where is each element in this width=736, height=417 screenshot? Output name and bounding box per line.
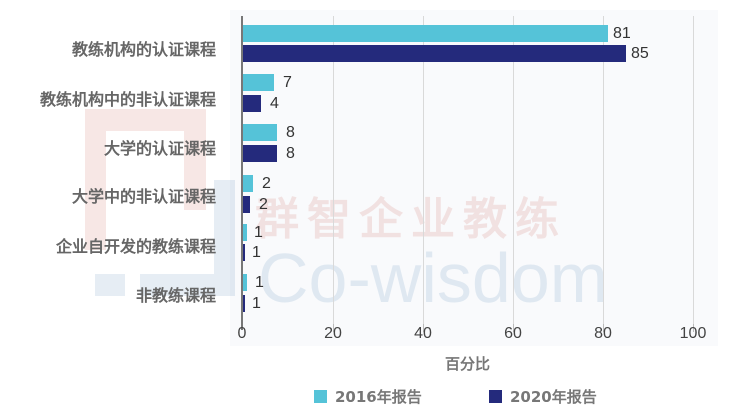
x-tick-label: 60	[504, 325, 522, 342]
x-tick-label: 40	[414, 325, 432, 342]
value-label: 81	[613, 25, 631, 42]
bar-2020	[243, 95, 261, 112]
legend-label-2020: 2020年报告	[510, 388, 597, 406]
value-label: 85	[631, 45, 649, 62]
x-tick	[423, 324, 424, 332]
bar-2016	[243, 25, 608, 42]
bar-2020	[243, 244, 245, 261]
category-label: 非教练课程	[135, 286, 216, 305]
legend-item-2020: 2020年报告	[489, 386, 597, 407]
category-label: 企业自开发的教练课程	[55, 237, 216, 256]
legend-item-2016: 2016年报告	[314, 386, 422, 407]
value-label: 4	[270, 95, 279, 112]
category-label: 大学中的非认证课程	[71, 187, 216, 206]
gridline	[693, 16, 694, 324]
x-tick	[693, 324, 694, 332]
gridline	[513, 16, 514, 324]
value-label: 8	[286, 124, 295, 141]
value-label: 1	[252, 295, 261, 312]
x-tick	[603, 324, 604, 332]
legend-swatch-2016	[314, 390, 327, 403]
category-label: 大学的认证课程	[103, 139, 216, 158]
legend-swatch-2020	[489, 390, 502, 403]
bar-2016	[243, 124, 277, 141]
x-tick-label: 20	[324, 325, 342, 342]
gridline	[603, 16, 604, 324]
value-label: 1	[254, 224, 263, 241]
x-tick	[333, 324, 334, 332]
bar-2020	[243, 295, 245, 312]
plot-area	[230, 10, 718, 346]
bar-2020	[243, 45, 626, 62]
x-axis-title: 百分比	[445, 355, 491, 373]
gridline	[423, 16, 424, 324]
category-label: 教练机构中的非认证课程	[39, 90, 216, 109]
legend-label-2016: 2016年报告	[335, 388, 422, 406]
value-label: 1	[255, 274, 264, 291]
bar-2016	[243, 274, 247, 291]
x-tick-label: 0	[237, 325, 247, 342]
bar-2016	[243, 175, 253, 192]
x-tick	[513, 324, 514, 332]
x-tick-label: 80	[594, 325, 612, 342]
value-label: 1	[252, 244, 261, 261]
value-label: 2	[259, 196, 268, 213]
gridline	[333, 16, 334, 324]
value-label: 8	[286, 145, 295, 162]
bar-2020	[243, 196, 250, 213]
x-tick-label: 100	[679, 325, 707, 342]
value-label: 7	[283, 74, 292, 91]
bar-2016	[243, 74, 274, 91]
bar-2016	[243, 224, 247, 241]
value-label: 2	[262, 175, 271, 192]
y-axis-line	[241, 16, 243, 330]
bar-2020	[243, 145, 277, 162]
category-label: 教练机构的认证课程	[71, 40, 216, 59]
